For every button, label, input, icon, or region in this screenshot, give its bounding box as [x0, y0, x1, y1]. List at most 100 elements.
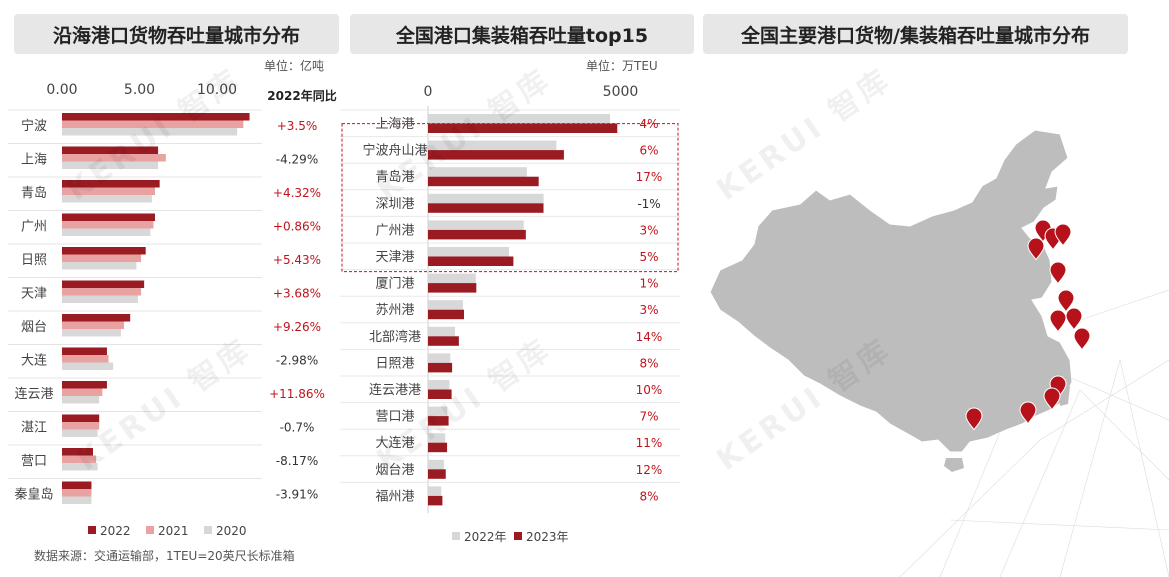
data-source-note: 数据来源：交通运输部，1TEU=20英尺长标准箱 [34, 549, 295, 563]
category-label: 营口港 [375, 410, 414, 425]
bar-2021 [62, 422, 100, 430]
x-tick-label: 0 [424, 84, 433, 100]
bar-2023年 [428, 176, 539, 187]
category-label: 深圳港 [375, 197, 414, 212]
category-label: 日照港 [375, 356, 414, 371]
bar-2022年 [428, 433, 446, 443]
legend-label: 2021 [158, 524, 189, 538]
bar-2021 [62, 388, 103, 396]
category-label: 青岛港 [375, 169, 414, 185]
bar-2021 [62, 489, 92, 497]
bar-2022年 [428, 459, 444, 470]
bar-2022 [62, 280, 145, 288]
category-label: 秦皇岛 [14, 487, 53, 503]
category-label: 连云港港 [369, 382, 421, 398]
bar-2020 [62, 195, 152, 203]
yoy-value: -3.91% [276, 488, 318, 502]
category-label: 大连港 [375, 435, 414, 451]
bar-2022 [62, 347, 107, 355]
category-label: 福州港 [375, 489, 414, 504]
yoy-value: -0.7% [280, 421, 315, 435]
growth-value: 11% [636, 436, 663, 450]
growth-value: -1% [637, 197, 660, 211]
yoy-value: -8.17% [276, 454, 318, 468]
growth-value: 8% [639, 489, 658, 503]
bar-2022 [62, 180, 160, 188]
mid-unit-label: 单位：万TEU [586, 59, 658, 73]
x-tick-label: 10.00 [197, 82, 237, 98]
growth-value: 3% [639, 303, 658, 317]
bar-2020 [62, 262, 137, 270]
growth-value: 8% [639, 356, 658, 370]
bar-2020 [62, 396, 100, 404]
bar-2020 [62, 295, 138, 303]
category-label: 广州港 [375, 223, 414, 238]
category-label: 上海 [21, 153, 47, 168]
legend-label: 2023年 [526, 530, 569, 544]
yoy-value: +3.5% [277, 119, 318, 133]
yoy-value: +3.68% [273, 287, 321, 301]
x-tick-label: 5.00 [124, 82, 155, 98]
category-label: 烟台港 [375, 463, 414, 478]
category-label: 营口 [21, 454, 47, 469]
bar-2022年 [428, 114, 611, 124]
bar-2022 [62, 414, 100, 422]
bar-2022 [62, 247, 146, 255]
category-label: 烟台 [21, 320, 47, 335]
legend-swatch [204, 526, 212, 534]
legend-swatch [88, 526, 96, 534]
growth-value: 10% [636, 383, 663, 397]
bar-2021 [62, 154, 166, 162]
highlight-box [341, 123, 679, 273]
bar-2022年 [428, 486, 442, 496]
bar-2021 [62, 321, 124, 329]
bar-2020 [62, 128, 238, 136]
left-unit-label: 单位：亿吨 [264, 59, 325, 73]
yoy-value: +5.43% [273, 253, 321, 267]
category-label: 天津 [21, 287, 47, 302]
legend-label: 2022 [100, 524, 131, 538]
x-tick-label: 5000 [603, 84, 639, 100]
category-label: 青岛 [21, 185, 47, 201]
bar-2021 [62, 288, 142, 296]
growth-value: 3% [639, 223, 658, 237]
bar-2022年 [428, 167, 527, 177]
bar-2021 [62, 120, 244, 128]
bar-2023年 [428, 123, 618, 133]
bar-2022 [62, 113, 250, 121]
bar-2023年 [428, 256, 514, 266]
bar-2022年 [428, 273, 476, 284]
growth-value: 12% [636, 463, 663, 477]
bar-2022 [62, 213, 155, 221]
category-label: 苏州港 [375, 302, 414, 318]
bar-2022 [62, 448, 93, 456]
legend-label: 2020 [216, 524, 247, 538]
legend-swatch [514, 532, 522, 540]
bar-2020 [62, 496, 92, 504]
bar-2021 [62, 187, 155, 195]
legend-swatch [452, 532, 460, 540]
bar-2023年 [428, 416, 449, 426]
growth-value: 14% [636, 330, 663, 344]
bar-2023年 [428, 309, 464, 320]
category-label: 宁波舟山港 [362, 143, 427, 159]
bar-2021 [62, 455, 97, 463]
bar-2023年 [428, 389, 452, 399]
yoy-value: +11.86% [269, 387, 325, 401]
growth-value: 7% [639, 410, 658, 424]
bar-2022 [62, 146, 159, 154]
category-label: 天津港 [375, 250, 414, 265]
bar-2020 [62, 161, 159, 169]
bar-2022年 [428, 220, 524, 230]
hainan-island-shape [944, 458, 964, 472]
category-label: 宁波 [21, 118, 47, 134]
right-panel-title: 全国主要港口货物/集装箱吞吐量城市分布 [703, 14, 1128, 54]
yoy-value: -4.29% [276, 153, 318, 167]
legend-label: 2022年 [464, 530, 507, 544]
growth-value: 5% [639, 250, 658, 264]
category-label: 日照 [21, 253, 47, 268]
bar-2022年 [428, 193, 544, 204]
yoy-value: +9.26% [273, 320, 321, 334]
bar-2022 [62, 314, 131, 322]
